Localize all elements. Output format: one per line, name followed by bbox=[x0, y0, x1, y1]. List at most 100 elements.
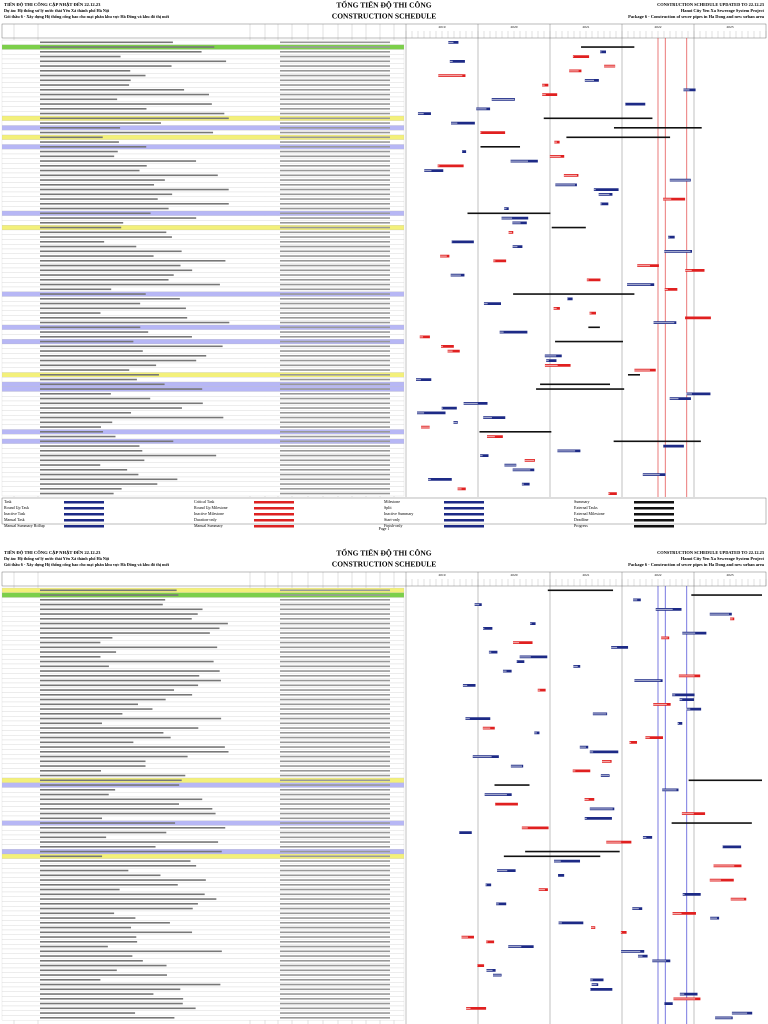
row-num-placeholder bbox=[280, 364, 390, 367]
gantt-bar bbox=[465, 717, 491, 720]
row-num-placeholder bbox=[280, 345, 390, 348]
legend-label: Manual Summary Rollup bbox=[4, 523, 45, 528]
row-text-placeholder bbox=[40, 641, 101, 644]
row-num-placeholder bbox=[280, 407, 390, 409]
gantt-progress bbox=[542, 84, 545, 86]
row-num-placeholder bbox=[280, 231, 390, 234]
row-num-placeholder bbox=[280, 65, 390, 67]
row-text-placeholder bbox=[40, 169, 140, 172]
gantt-bar bbox=[451, 240, 474, 244]
row-num-placeholder bbox=[280, 336, 390, 338]
row-text-placeholder bbox=[40, 774, 186, 777]
header-right: CONSTRUCTION SCHEDULE UPDATED TO 22.12.2… bbox=[657, 550, 765, 555]
gantt-progress bbox=[466, 1007, 471, 1009]
row-num-placeholder bbox=[280, 741, 390, 744]
gantt-progress bbox=[634, 369, 650, 371]
row-text-placeholder bbox=[40, 798, 203, 801]
gantt-bar bbox=[437, 164, 464, 168]
row-num-placeholder bbox=[280, 359, 390, 362]
gantt-progress bbox=[591, 927, 595, 929]
header-left: TIẾN ĐỘ THI CÔNG CẬP NHẬT ĐẾN 22.12.23 bbox=[4, 2, 101, 7]
row-text-placeholder bbox=[40, 141, 119, 143]
row-num-placeholder bbox=[280, 803, 390, 805]
row-num-placeholder bbox=[280, 98, 390, 101]
row-num-placeholder bbox=[280, 212, 390, 215]
gantt-progress bbox=[554, 860, 561, 862]
row-text-placeholder bbox=[40, 698, 166, 701]
gantt-bar bbox=[584, 817, 612, 820]
row-num-placeholder bbox=[280, 217, 390, 219]
row-text-placeholder bbox=[40, 841, 219, 843]
gantt-bar bbox=[419, 335, 430, 339]
gantt-bar bbox=[486, 940, 495, 944]
gantt-bar bbox=[457, 487, 466, 491]
gantt-progress bbox=[604, 65, 615, 67]
row-num-placeholder bbox=[280, 321, 390, 324]
row-num-placeholder bbox=[280, 51, 390, 53]
gantt-progress bbox=[686, 393, 692, 395]
legend-label: Round Up Milestone bbox=[194, 505, 228, 510]
gantt-bar bbox=[664, 288, 678, 291]
row-text-placeholder bbox=[40, 969, 117, 972]
gantt-bar bbox=[625, 102, 646, 106]
gantt-progress bbox=[524, 459, 535, 461]
legend-swatch bbox=[634, 507, 674, 510]
gantt-progress bbox=[438, 75, 463, 77]
gantt-bar bbox=[629, 741, 638, 744]
row-num-placeholder bbox=[280, 298, 390, 300]
gantt-progress bbox=[572, 770, 576, 772]
row-num-placeholder bbox=[280, 727, 390, 729]
gantt-bar bbox=[554, 859, 581, 863]
gantt-progress bbox=[584, 798, 589, 800]
gantt-progress bbox=[504, 208, 507, 210]
row-num-placeholder bbox=[280, 117, 390, 120]
row-text-placeholder bbox=[40, 822, 176, 824]
gantt-bar bbox=[589, 750, 619, 754]
gantt-bar bbox=[466, 1007, 487, 1010]
row-text-placeholder bbox=[40, 746, 225, 748]
row-num-placeholder bbox=[280, 632, 390, 634]
gantt-bar bbox=[502, 669, 512, 673]
row-num-placeholder bbox=[280, 931, 390, 934]
row-text-placeholder bbox=[40, 869, 129, 872]
gantt-bar bbox=[590, 978, 604, 982]
summary-bar bbox=[613, 127, 702, 129]
row-text-placeholder bbox=[40, 717, 222, 720]
row-num-placeholder bbox=[280, 160, 390, 162]
row-text-placeholder bbox=[40, 713, 123, 715]
gantt-progress bbox=[482, 727, 491, 729]
header-right: CONSTRUCTION SCHEDULE UPDATED TO 22.12.2… bbox=[657, 2, 765, 7]
row-text-placeholder bbox=[40, 136, 103, 139]
row-num-placeholder bbox=[280, 670, 390, 672]
row-text-placeholder bbox=[40, 793, 109, 796]
gantt-bar bbox=[486, 435, 503, 438]
gantt-progress bbox=[569, 70, 579, 72]
row-num-placeholder bbox=[280, 936, 390, 938]
gantt-bar bbox=[620, 931, 627, 934]
gantt-progress bbox=[655, 608, 673, 610]
row-num-placeholder bbox=[280, 46, 390, 48]
row-text-placeholder bbox=[40, 421, 113, 424]
row-text-placeholder bbox=[40, 93, 209, 96]
gantt-progress bbox=[485, 884, 487, 886]
gantt-bar bbox=[513, 641, 533, 644]
row-num-placeholder bbox=[280, 188, 390, 191]
row-num-placeholder bbox=[280, 179, 390, 181]
gantt-progress bbox=[486, 436, 495, 438]
summary-bar bbox=[503, 855, 601, 858]
row-num-placeholder bbox=[280, 955, 390, 957]
gantt-bar bbox=[521, 482, 530, 486]
row-text-placeholder bbox=[40, 326, 141, 329]
gantt-progress bbox=[672, 694, 676, 696]
row-num-placeholder bbox=[280, 694, 390, 696]
header-right: Package 6 - Construction of sewer pipes … bbox=[628, 14, 765, 19]
gantt-progress bbox=[730, 618, 733, 620]
row-text-placeholder bbox=[40, 188, 229, 191]
gantt-bar bbox=[637, 954, 648, 958]
row-text-placeholder bbox=[40, 817, 103, 820]
row-text-placeholder bbox=[40, 855, 103, 858]
gantt-bar bbox=[499, 330, 528, 334]
row-num-placeholder bbox=[280, 646, 390, 649]
summary-bar bbox=[627, 374, 640, 376]
gantt-bar bbox=[488, 650, 498, 654]
